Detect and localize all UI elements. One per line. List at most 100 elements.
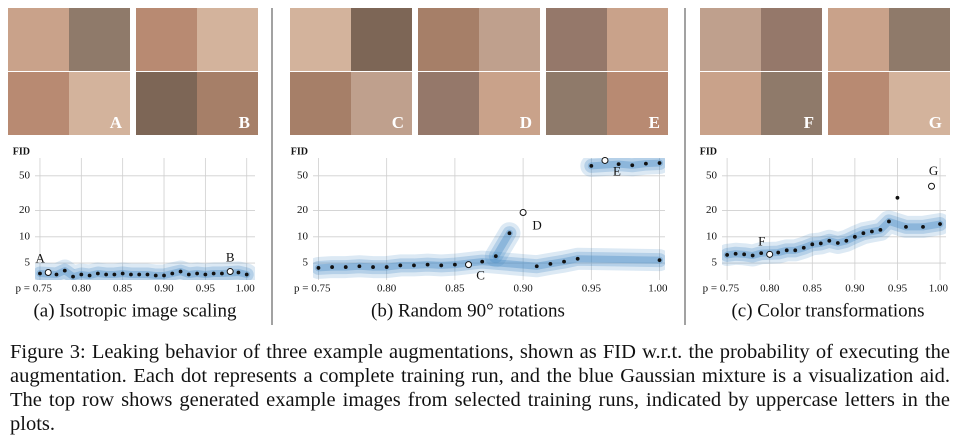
run-dot: [818, 241, 823, 246]
generated-image: [8, 72, 69, 135]
y-tick-label: 10: [19, 230, 31, 242]
highlight-dot: [226, 268, 234, 276]
mixture-band: [723, 217, 944, 260]
y-tick-label: 5: [712, 257, 718, 269]
x-tick-label: 0.95: [196, 283, 216, 295]
x-tick-label: 0.85: [113, 283, 133, 295]
y-tick-label: 50: [19, 169, 31, 181]
y-tick-label: 20: [19, 204, 31, 216]
generated-image: [761, 72, 822, 135]
generated-image: [546, 8, 607, 71]
generated-image: [197, 72, 258, 135]
y-axis-label: FID: [13, 146, 30, 157]
subfigure-caption: (b) Random 90° rotations: [371, 300, 565, 321]
run-dot: [316, 266, 321, 270]
highlight-dot: [465, 261, 473, 269]
run-dot: [137, 272, 142, 277]
generated-image: [418, 72, 479, 135]
generated-image: [700, 8, 761, 71]
highlight-dot: [766, 250, 774, 258]
run-dot: [343, 265, 348, 269]
generated-image: [290, 8, 351, 71]
run-dot: [616, 162, 621, 167]
run-dot: [630, 163, 635, 168]
run-dot: [244, 272, 249, 277]
run-dot: [112, 272, 117, 277]
run-dot: [178, 269, 183, 274]
run-dot: [921, 224, 925, 229]
mixture: [722, 210, 946, 267]
y-tick-label: 50: [297, 169, 309, 181]
subfigure-caption: (a) Isotropic image scaling: [33, 300, 237, 321]
run-dot: [562, 259, 566, 264]
generated-image: [69, 8, 130, 71]
run-dot: [657, 161, 662, 165]
run-dot: [725, 253, 730, 257]
generated-image: [479, 8, 540, 71]
run-dot: [120, 271, 125, 276]
x-tick-label: 1.00: [235, 283, 255, 295]
generated-image: [69, 72, 130, 135]
highlight-dot: [519, 208, 527, 216]
y-tick-label: 5: [303, 257, 309, 269]
x-tick-label: 0.80: [377, 283, 397, 295]
y-tick-label: 5: [25, 257, 31, 269]
x-tick-label: 0.80: [760, 283, 780, 295]
run-dot: [398, 263, 403, 268]
run-dot: [95, 271, 100, 276]
subfigure-caption: (c) Color transformations: [731, 300, 924, 321]
image-letter: C: [392, 113, 404, 132]
plot-area: [35, 158, 255, 280]
x-tick-label: 0.90: [513, 283, 533, 295]
mixture-band: [488, 226, 517, 264]
x-tick-label: 0.90: [154, 283, 174, 295]
generated-image: [197, 8, 258, 71]
highlight-label: D: [532, 217, 541, 232]
x-tick-label: 0.85: [803, 283, 823, 295]
generated-image: [546, 72, 607, 135]
run-dot: [575, 256, 580, 261]
x-tick-label: 0.80: [72, 283, 92, 295]
generated-image: [889, 72, 950, 135]
run-dot: [71, 274, 75, 279]
x-tick-label: 0.90: [845, 283, 865, 295]
generated-image: [828, 8, 889, 71]
run-dot: [129, 272, 133, 277]
run-dot: [79, 272, 84, 277]
run-dot: [643, 161, 648, 166]
mixture-band: [36, 267, 251, 280]
generated-image: [8, 8, 69, 71]
run-dot: [425, 262, 430, 267]
run-dot: [170, 271, 175, 276]
run-dot: [162, 273, 166, 278]
run-dot: [878, 228, 883, 232]
run-dot: [186, 272, 191, 277]
generated-image: [351, 8, 412, 71]
mixture-band: [587, 159, 664, 170]
run-dot: [827, 238, 832, 243]
run-dot: [887, 219, 891, 224]
generated-image: [828, 72, 889, 135]
run-dot: [776, 250, 781, 255]
highlight-label: G: [929, 163, 938, 178]
generated-image: [761, 8, 822, 71]
run-dot: [87, 273, 92, 278]
generated-image: [418, 8, 479, 71]
run-dot: [938, 222, 942, 226]
panel: A B 5 10 20 50 p = 0.75 0.80 0.85 0.90 0.95 1.00 FID…: [8, 8, 258, 321]
highlight-dot: [44, 269, 52, 277]
run-dot: [852, 234, 857, 239]
image-letter: A: [110, 113, 123, 132]
run-dot: [439, 263, 444, 268]
generated-image: [479, 72, 540, 135]
mixture-band: [492, 229, 513, 260]
highlight-label: E: [613, 163, 621, 178]
run-dot: [371, 265, 375, 269]
run-dot: [657, 258, 662, 263]
y-tick-label: 20: [297, 204, 309, 216]
y-tick-label: 50: [706, 169, 718, 181]
generated-image: [351, 72, 412, 135]
run-dot: [412, 263, 416, 268]
run-dot: [38, 271, 42, 276]
